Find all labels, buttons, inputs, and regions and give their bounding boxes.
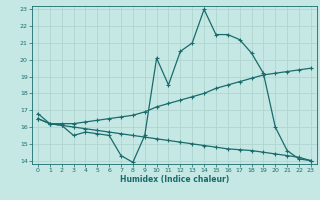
X-axis label: Humidex (Indice chaleur): Humidex (Indice chaleur) bbox=[120, 175, 229, 184]
